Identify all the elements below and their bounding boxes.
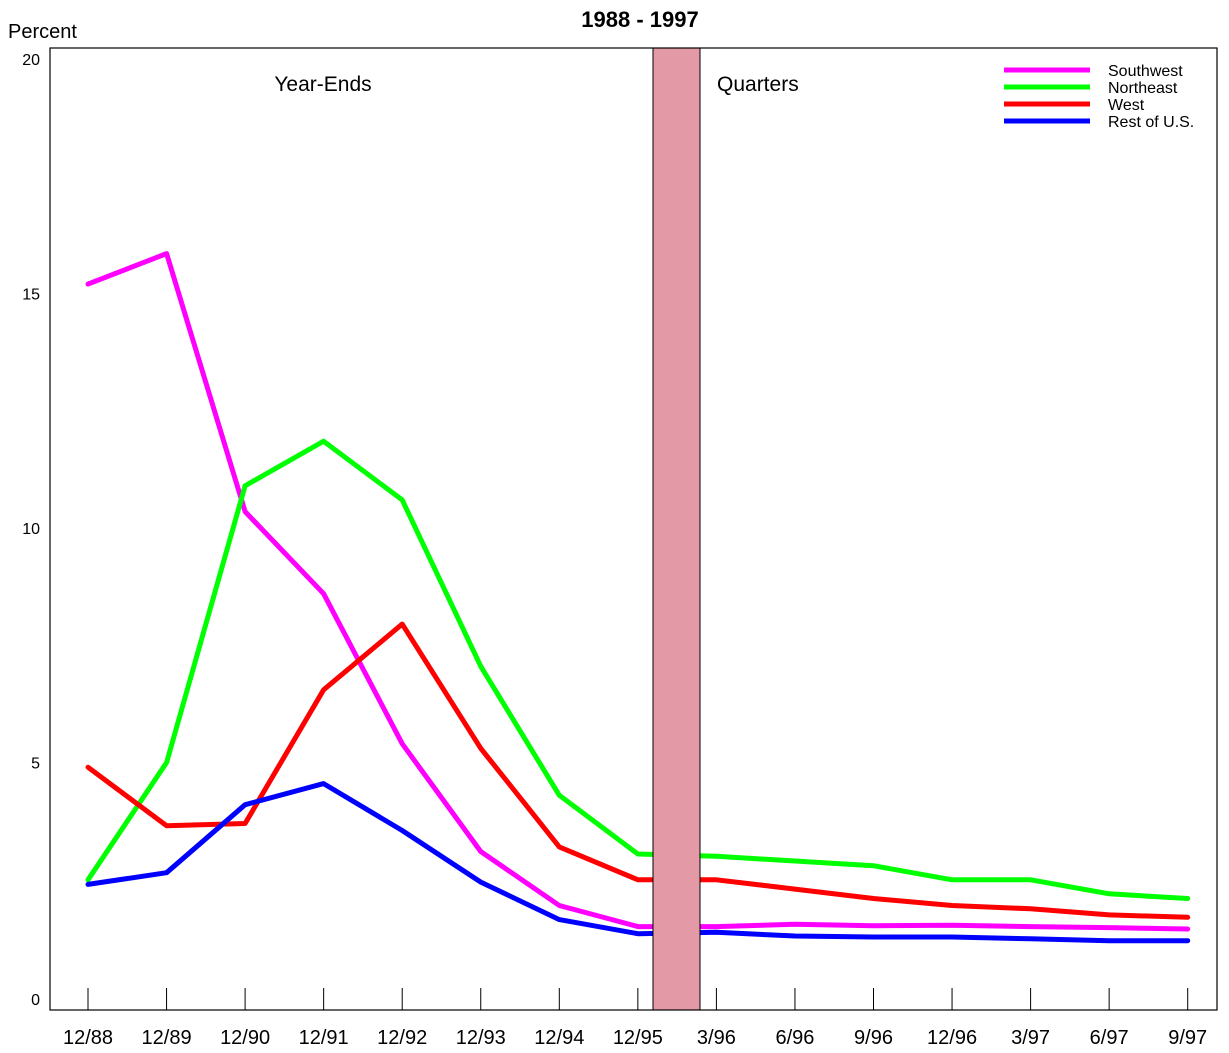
x-tick-label: 12/90	[220, 1027, 270, 1049]
y-tick-label: 20	[22, 52, 40, 69]
y-tick-label: 15	[22, 287, 40, 304]
series-line-southwest	[85, 251, 1191, 932]
y-tick-label: 0	[31, 992, 40, 1009]
series-line-northeast	[85, 438, 1191, 901]
x-tick-label: 12/94	[534, 1027, 584, 1049]
section-label-quarters: Quarters	[717, 73, 799, 96]
legend-label: Northeast	[1108, 80, 1178, 97]
y-tick-label: 5	[31, 756, 40, 773]
x-tick-label: 3/96	[697, 1027, 736, 1049]
plot-frame	[49, 47, 1218, 1011]
x-tick-label: 12/93	[456, 1027, 506, 1049]
x-tick-label: 12/95	[613, 1027, 663, 1049]
y-tick-label: 10	[22, 521, 40, 538]
x-tick-label: 6/96	[775, 1027, 814, 1049]
x-tick-label: 12/89	[142, 1027, 192, 1049]
x-tick-label: 9/97	[1168, 1027, 1207, 1049]
x-tick-label: 3/97	[1011, 1027, 1050, 1049]
x-tick-label: 12/92	[377, 1027, 427, 1049]
series-line-west	[85, 621, 1191, 920]
x-tick-label: 12/96	[927, 1027, 977, 1049]
x-tick-label: 12/88	[63, 1027, 113, 1049]
x-tick-label: 12/91	[299, 1027, 349, 1049]
y-axis-label: Percent	[8, 21, 77, 43]
legend-label: Southwest	[1108, 63, 1183, 80]
series-line-rest-of-u-s	[85, 781, 1191, 944]
chart-title: 1988 - 1997	[581, 7, 698, 32]
x-tick-label: 9/96	[854, 1027, 893, 1049]
legend-label: Rest of U.S.	[1108, 114, 1194, 131]
legend-label: West	[1108, 97, 1145, 114]
section-label-year-ends: Year-Ends	[274, 73, 371, 96]
x-tick-label: 6/97	[1090, 1027, 1129, 1049]
section-divider-band	[652, 47, 701, 1011]
